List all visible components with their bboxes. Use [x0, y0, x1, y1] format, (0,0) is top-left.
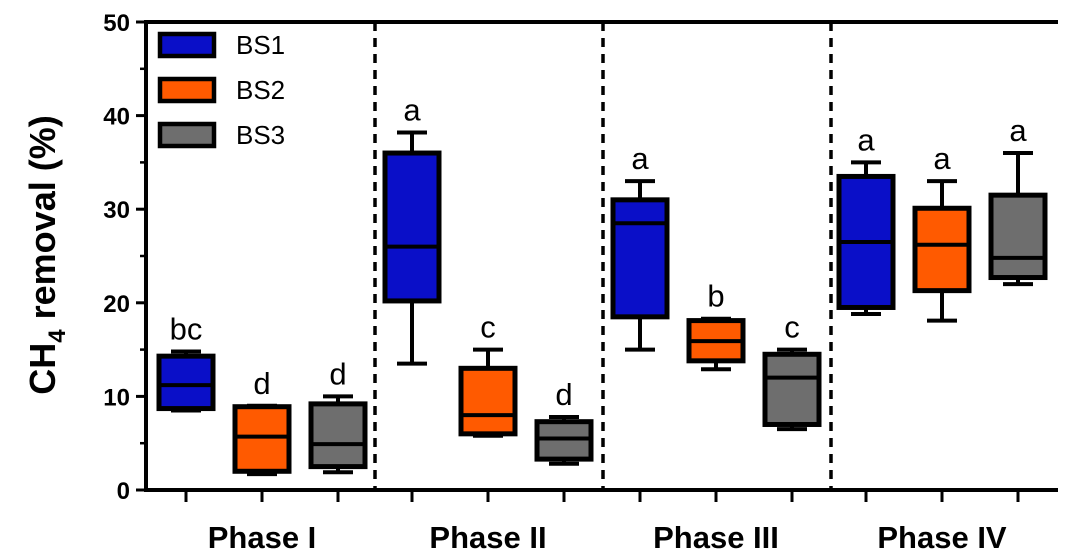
legend-swatch	[157, 76, 217, 104]
box-BS3-phase-3: c	[762, 310, 822, 432]
y-tick-label-10: 10	[103, 384, 130, 411]
significance-label: a	[403, 92, 421, 127]
category-label-1: Phase I	[208, 520, 317, 555]
y-axis-title-subscript: 4	[44, 329, 71, 343]
box-BS2-phase-1: d	[232, 366, 292, 477]
category-label-2: Phase II	[429, 520, 546, 555]
box-BS2-phase-4: a	[912, 141, 972, 323]
box-BS3-phase-2: d	[534, 377, 594, 466]
y-axis-title-main: CH	[22, 343, 63, 395]
significance-label: d	[253, 366, 270, 401]
legend-swatch	[157, 31, 217, 59]
significance-label: a	[631, 141, 649, 176]
box-iqr	[232, 404, 292, 474]
box-iqr	[156, 353, 216, 412]
y-axis-title-rest: removal (%)	[22, 115, 63, 329]
box-iqr	[988, 192, 1048, 281]
box-iqr	[308, 401, 368, 470]
box-BS3-phase-1: d	[308, 356, 368, 475]
box-BS1-phase-4: a	[836, 122, 896, 317]
box-iqr	[458, 365, 518, 437]
y-tick-label-0: 0	[117, 478, 130, 505]
significance-label: a	[933, 141, 951, 176]
box-BS1-phase-2: a	[382, 92, 442, 366]
box-iqr	[912, 205, 972, 294]
legend-item-BS1: BS1	[157, 30, 285, 60]
y-tick-label-20: 20	[103, 291, 130, 318]
box-iqr	[762, 351, 822, 427]
legend-label: BS1	[236, 30, 285, 60]
significance-label: d	[555, 377, 572, 412]
box-BS1-phase-1: bc	[156, 311, 216, 413]
phase-dividers	[373, 22, 833, 490]
significance-label: a	[857, 122, 875, 157]
legend-label: BS3	[236, 120, 285, 150]
category-label-3: Phase III	[653, 520, 779, 555]
significance-label: b	[707, 279, 724, 314]
significance-label: c	[480, 310, 496, 345]
significance-label: c	[784, 310, 800, 345]
y-tick-label-40: 40	[103, 104, 130, 131]
legend: BS1 BS2 BS3	[157, 30, 285, 150]
axes: 0 10 20 30 40 50 Phase I Phase II Phase III Phase…	[103, 10, 1058, 555]
significance-label: d	[329, 356, 346, 391]
box-iqr	[382, 150, 442, 304]
box-iqr	[610, 197, 670, 320]
box-BS2-phase-2: c	[458, 310, 518, 438]
legend-item-BS3: BS3	[157, 120, 285, 150]
boxes: bc a a a d c b a d d c a	[156, 92, 1048, 477]
box-BS3-phase-4: a	[988, 113, 1048, 287]
box-BS2-phase-3: b	[686, 279, 746, 372]
category-label-4: Phase IV	[877, 520, 1007, 555]
box-BS1-phase-3: a	[610, 141, 670, 352]
y-tick-label-50: 50	[103, 10, 130, 37]
legend-swatch	[157, 121, 217, 149]
legend-item-BS2: BS2	[157, 75, 285, 105]
significance-label: bc	[170, 311, 203, 346]
legend-label: BS2	[236, 75, 285, 105]
y-axis-title: CH4 removal (%)	[22, 115, 71, 394]
y-tick-label-30: 30	[103, 197, 130, 224]
significance-label: a	[1009, 113, 1027, 148]
